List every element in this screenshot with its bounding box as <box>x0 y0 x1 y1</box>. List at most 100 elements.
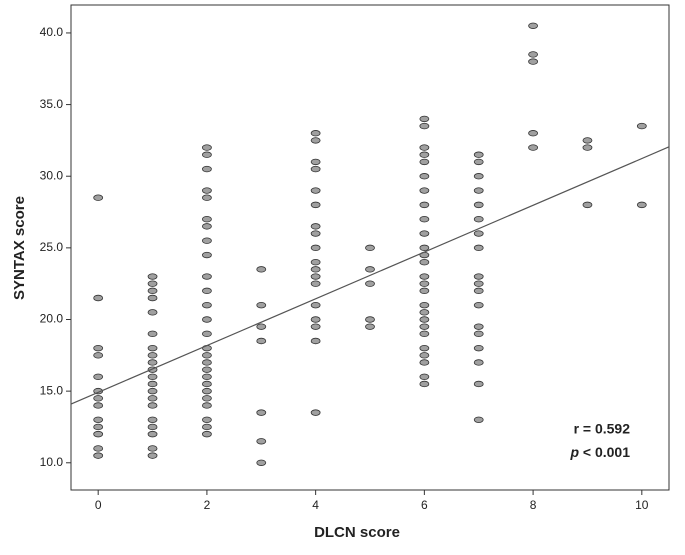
point <box>310 409 321 416</box>
point <box>93 352 104 359</box>
point <box>310 280 321 287</box>
point <box>473 273 484 280</box>
point <box>419 309 430 316</box>
regression-line <box>70 146 670 405</box>
point <box>93 194 104 201</box>
point <box>473 151 484 158</box>
point <box>202 330 212 338</box>
point <box>473 280 484 287</box>
point <box>202 237 212 244</box>
point <box>202 423 212 431</box>
point <box>473 244 484 252</box>
point <box>147 330 158 338</box>
point <box>93 445 104 452</box>
point <box>147 309 158 316</box>
point <box>365 280 375 287</box>
point <box>310 165 321 173</box>
point <box>202 216 212 223</box>
x-tick-label: 2 <box>204 498 211 512</box>
point <box>202 366 212 373</box>
point <box>202 359 212 366</box>
point <box>419 316 430 323</box>
point <box>202 373 212 381</box>
point <box>147 287 158 295</box>
point <box>310 230 321 237</box>
point <box>473 216 484 223</box>
point <box>310 223 321 230</box>
point <box>202 251 212 259</box>
point <box>147 423 158 431</box>
point <box>310 201 321 209</box>
point <box>419 158 430 166</box>
point <box>419 244 430 252</box>
p-value: < 0.001 <box>583 444 630 460</box>
point <box>473 287 484 295</box>
point <box>365 323 375 330</box>
point <box>419 344 430 352</box>
point <box>202 287 212 295</box>
point <box>419 287 430 295</box>
point <box>202 301 212 309</box>
x-tick-label: 10 <box>635 498 649 512</box>
point <box>419 380 430 388</box>
point <box>93 344 104 352</box>
point <box>93 395 104 402</box>
y-tick-label: 10.0 <box>40 455 64 469</box>
point <box>147 402 158 409</box>
point <box>419 373 430 381</box>
point <box>256 266 267 273</box>
point <box>473 201 484 209</box>
point <box>419 201 430 209</box>
point <box>528 130 538 137</box>
point <box>147 445 158 452</box>
point <box>419 173 430 180</box>
point <box>419 144 430 151</box>
point <box>310 301 321 309</box>
point <box>636 201 647 209</box>
point <box>473 416 484 423</box>
point <box>419 187 430 194</box>
point <box>202 144 212 151</box>
point <box>419 301 430 309</box>
point <box>310 244 321 252</box>
point <box>202 416 212 423</box>
point <box>528 144 538 151</box>
point <box>365 244 375 252</box>
point <box>419 330 430 338</box>
point <box>310 337 321 345</box>
point <box>202 187 212 194</box>
p-symbol: p <box>569 444 579 460</box>
point <box>365 316 375 323</box>
y-tick-label: 15.0 <box>40 383 64 397</box>
point <box>419 359 430 366</box>
point <box>310 316 321 323</box>
y-tick-label: 20.0 <box>40 312 64 326</box>
point <box>93 416 104 423</box>
point <box>473 173 484 180</box>
y-axis-title: SYNTAX score <box>11 196 28 300</box>
point <box>419 122 430 130</box>
annotation-p: p < 0.001 <box>569 444 630 460</box>
point <box>202 352 212 359</box>
point <box>256 323 267 330</box>
y-tick-label: 25.0 <box>40 240 64 254</box>
point <box>93 387 104 395</box>
point <box>93 402 104 409</box>
point <box>419 280 430 287</box>
point <box>473 359 484 366</box>
point <box>473 301 484 309</box>
point <box>147 430 158 438</box>
point <box>202 380 212 388</box>
y-tick-label: 30.0 <box>40 168 64 182</box>
point <box>473 330 484 338</box>
point <box>310 273 321 280</box>
point <box>202 430 212 438</box>
x-tick-label: 8 <box>530 498 537 512</box>
point <box>582 201 593 209</box>
point <box>473 187 484 194</box>
point <box>419 115 430 123</box>
y-tick-label: 40.0 <box>40 25 64 39</box>
point <box>147 387 158 395</box>
point <box>473 344 484 352</box>
point <box>147 294 158 302</box>
